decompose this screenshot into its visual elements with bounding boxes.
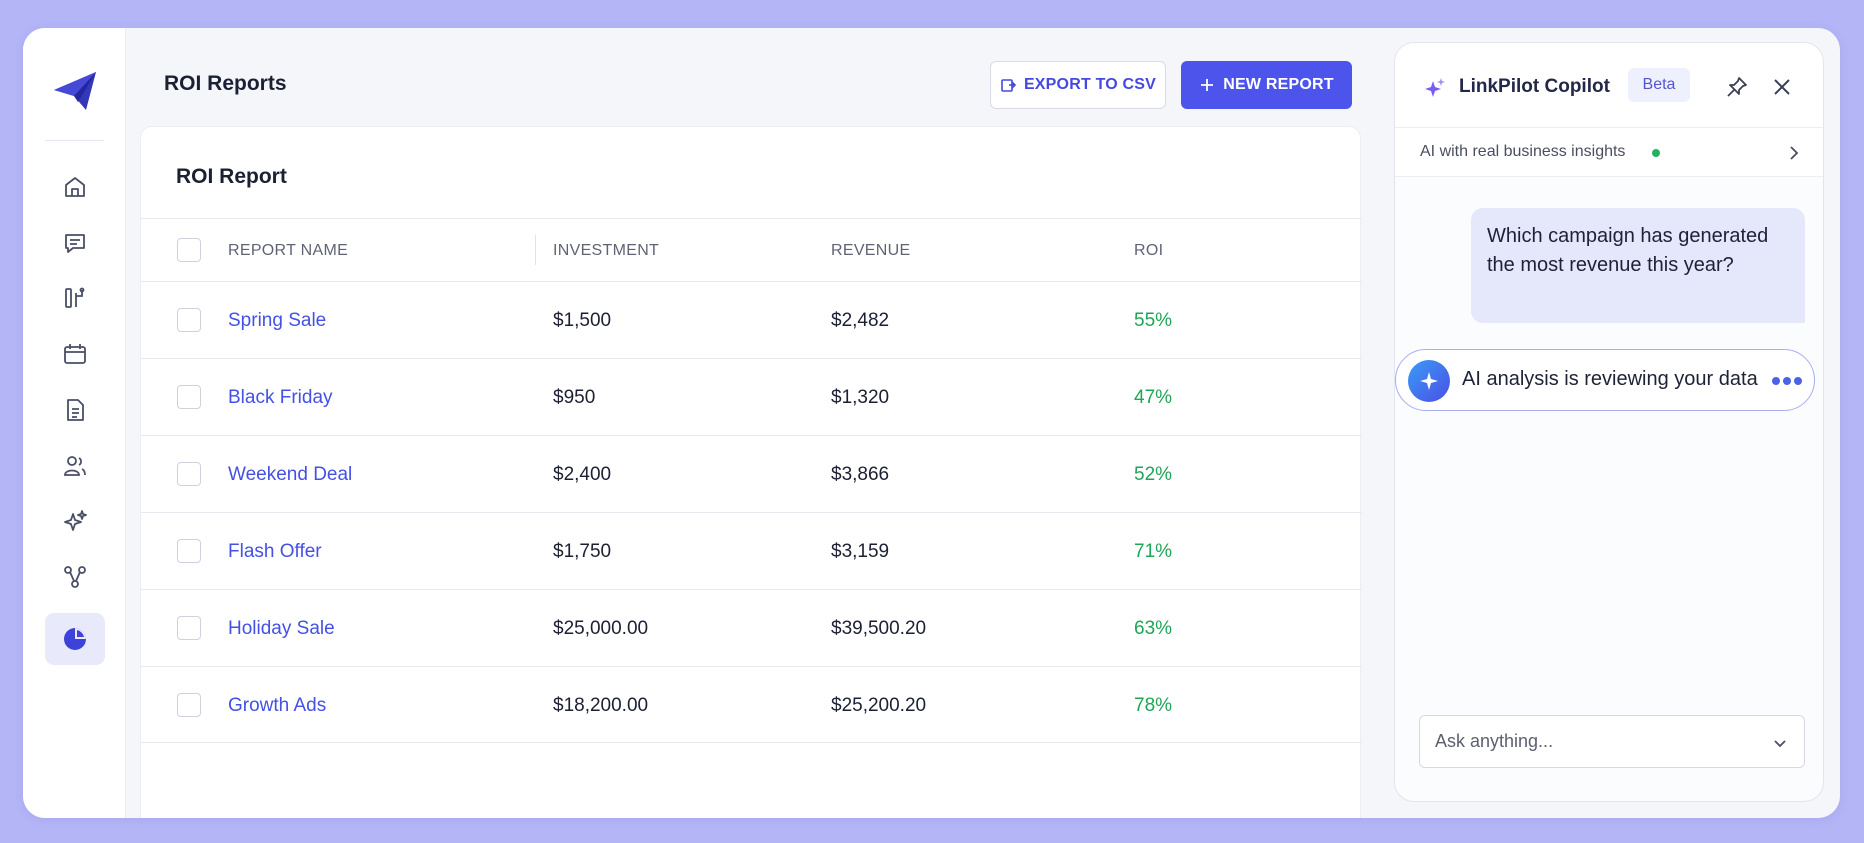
chat-icon: [65, 234, 85, 253]
column-header-report-name[interactable]: REPORT NAME: [228, 242, 349, 259]
report-name-link[interactable]: Flash Offer: [228, 541, 322, 562]
investment-cell: $1,500: [553, 310, 612, 331]
revenue-cell: $2,482: [831, 310, 890, 331]
revenue-cell: $25,200.20: [831, 695, 927, 716]
close-icon[interactable]: [1771, 76, 1793, 98]
column-header-roi[interactable]: ROI: [1134, 242, 1164, 259]
report-name-link[interactable]: Weekend Deal: [228, 464, 353, 485]
sidebar: [23, 28, 126, 818]
copilot-title: LinkPilot Copilot: [1459, 76, 1610, 97]
app-window: ROI Reports EXPORT TO CSV NEW REPORT ROI…: [23, 28, 1840, 818]
sidebar-item-home[interactable]: [45, 161, 105, 213]
sidebar-item-pipelines[interactable]: [45, 272, 105, 324]
copilot-subtitle: AI with real business insights: [1420, 143, 1626, 160]
ask-input-placeholder: Ask anything...: [1435, 731, 1554, 751]
table-row: Weekend Deal $2,400 $3,866 52%: [141, 435, 1362, 512]
online-status-dot: [1652, 149, 1660, 157]
new-report-button[interactable]: NEW REPORT: [1181, 61, 1352, 109]
investment-cell: $18,200.00: [553, 695, 649, 716]
plus-icon: [1201, 79, 1214, 91]
table-header: REPORT NAME INVESTMENT REVENUE ROI: [141, 218, 1362, 281]
investment-cell: $1,750: [553, 541, 612, 562]
roi-cell: 78%: [1134, 695, 1173, 716]
row-checkbox[interactable]: [177, 308, 201, 332]
row-checkbox[interactable]: [177, 692, 201, 717]
report-name-link[interactable]: Spring Sale: [228, 310, 327, 331]
typing-indicator: [1772, 377, 1802, 385]
page-title: ROI Reports: [164, 72, 287, 95]
sidebar-divider: [45, 140, 104, 141]
ai-sparkle-avatar: [1408, 360, 1450, 402]
export-icon: [1001, 79, 1016, 92]
table-row: Spring Sale $1,500 $2,482 55%: [141, 281, 1362, 358]
sidebar-item-integrations[interactable]: [45, 551, 105, 603]
column-header-revenue[interactable]: REVENUE: [831, 242, 911, 259]
table-row: Flash Offer $1,750 $3,159 71%: [141, 512, 1362, 589]
report-name-link[interactable]: Growth Ads: [228, 695, 327, 716]
sparkles-icon: [64, 510, 87, 531]
chevron-right-icon: [1790, 146, 1799, 160]
table-row: Black Friday $950 $1,320 47%: [141, 358, 1362, 435]
revenue-cell: $1,320: [831, 387, 890, 408]
row-checkbox[interactable]: [177, 616, 201, 640]
users-icon: [64, 456, 86, 476]
export-csv-label: EXPORT TO CSV: [1023, 76, 1157, 93]
report-name-link[interactable]: Holiday Sale: [228, 618, 335, 639]
investment-cell: $2,400: [553, 464, 612, 485]
row-checkbox[interactable]: [177, 462, 201, 486]
ai-status-text: AI analysis is reviewing your data: [1462, 368, 1758, 390]
revenue-cell: $39,500.20: [831, 618, 927, 639]
sparkles-icon: [1425, 78, 1445, 97]
roi-cell: 52%: [1134, 464, 1173, 485]
paper-plane-icon[interactable]: [50, 66, 100, 116]
sidebar-item-roi-reports[interactable]: [45, 613, 105, 665]
table-row: Holiday Sale $25,000.00 $39,500.20 63%: [141, 589, 1362, 666]
copilot-panel: LinkPilot Copilot Beta AI with real busi…: [1394, 42, 1824, 802]
beta-badge: Beta: [1628, 68, 1690, 102]
report-name-link[interactable]: Black Friday: [228, 387, 333, 408]
ai-status-pill: AI analysis is reviewing your data: [1395, 349, 1815, 411]
roi-cell: 71%: [1134, 541, 1173, 562]
row-checkbox[interactable]: [177, 539, 201, 563]
sidebar-item-calendar[interactable]: [45, 328, 105, 380]
home-icon: [65, 177, 85, 197]
copilot-subtitle-row[interactable]: AI with real business insights: [1395, 128, 1823, 177]
select-all-checkbox[interactable]: [177, 238, 201, 262]
sidebar-item-messages[interactable]: [45, 217, 105, 269]
sidebar-item-documents[interactable]: [45, 384, 105, 436]
revenue-cell: $3,866: [831, 464, 890, 485]
export-csv-button[interactable]: EXPORT TO CSV: [990, 61, 1166, 109]
branch-icon: [65, 287, 85, 308]
revenue-cell: $3,159: [831, 541, 890, 562]
sidebar-item-contacts[interactable]: [45, 440, 105, 492]
investment-cell: $25,000.00: [553, 618, 649, 639]
roi-cell: 47%: [1134, 387, 1173, 408]
pin-icon[interactable]: [1725, 75, 1749, 99]
column-divider[interactable]: [535, 235, 536, 265]
sparkle-icon: [1420, 372, 1438, 390]
ask-input[interactable]: Ask anything...: [1419, 715, 1805, 768]
column-header-investment[interactable]: INVESTMENT: [553, 242, 660, 259]
roi-cell: 63%: [1134, 618, 1173, 639]
new-report-label: NEW REPORT: [1223, 76, 1334, 93]
row-checkbox[interactable]: [177, 385, 201, 409]
copilot-header: LinkPilot Copilot Beta: [1395, 43, 1823, 128]
document-icon: [67, 399, 84, 421]
user-message: Which campaign has generated the most re…: [1471, 208, 1805, 323]
nodes-icon: [64, 566, 86, 588]
calendar-icon: [64, 344, 86, 364]
table-row: Growth Ads $18,200.00 $25,200.20 78%: [141, 666, 1362, 743]
sidebar-item-ai[interactable]: [45, 495, 105, 547]
roi-cell: 55%: [1134, 310, 1173, 331]
chevron-down-icon[interactable]: [1772, 735, 1788, 751]
investment-cell: $950: [553, 387, 596, 408]
report-title: ROI Report: [176, 165, 287, 188]
pie-chart-icon: [64, 628, 86, 650]
report-card: ROI Report REPORT NAME INVESTMENT REVENU…: [140, 126, 1362, 818]
report-table: REPORT NAME INVESTMENT REVENUE ROI Sprin…: [141, 218, 1362, 743]
